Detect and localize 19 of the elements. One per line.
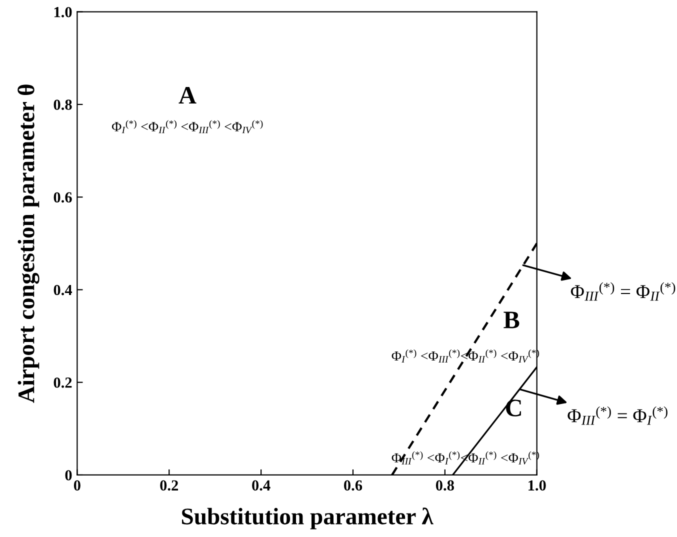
y-tick-label: 0.2 [54, 377, 72, 388]
annotation: B [504, 312, 520, 328]
annotation: Φ$_{III}$$^{(*)}$ = Φ$_{II}$$^{(*)}$ [570, 282, 676, 301]
annotation: Φ$_{III}$$^{(*)}$ = Φ$_{I}$$^{(*)}$ [568, 406, 668, 425]
x-axis-title: Substitution parameter λ [182, 508, 434, 530]
x-tick-label: 0.6 [344, 480, 362, 491]
x-tick-label: 0.8 [436, 480, 454, 491]
x-tick-label: 0.2 [160, 480, 178, 491]
x-tick-label: 0.4 [252, 480, 270, 491]
x-tick-label: 1.0 [528, 480, 546, 491]
text: Φ$_{I}$$^{(*)}$ <Φ$_{II}$$^{(*)}$ <Φ$_{III}$$^{(*)}$ <Φ$_{IV}$$^{(*)}$ [112, 120, 263, 134]
y-axis-title: Airport congestion parameter θ [18, 84, 40, 403]
x-tick-label: 0 [74, 480, 80, 491]
y-tick-label: 1.0 [54, 6, 72, 18]
annotation: A [178, 87, 196, 104]
y-tick-label: 0 [65, 470, 72, 480]
y-tick-label: 0.6 [54, 192, 72, 203]
y-tick-label: 0.4 [54, 284, 72, 296]
y-tick-label: 0.8 [54, 100, 72, 110]
